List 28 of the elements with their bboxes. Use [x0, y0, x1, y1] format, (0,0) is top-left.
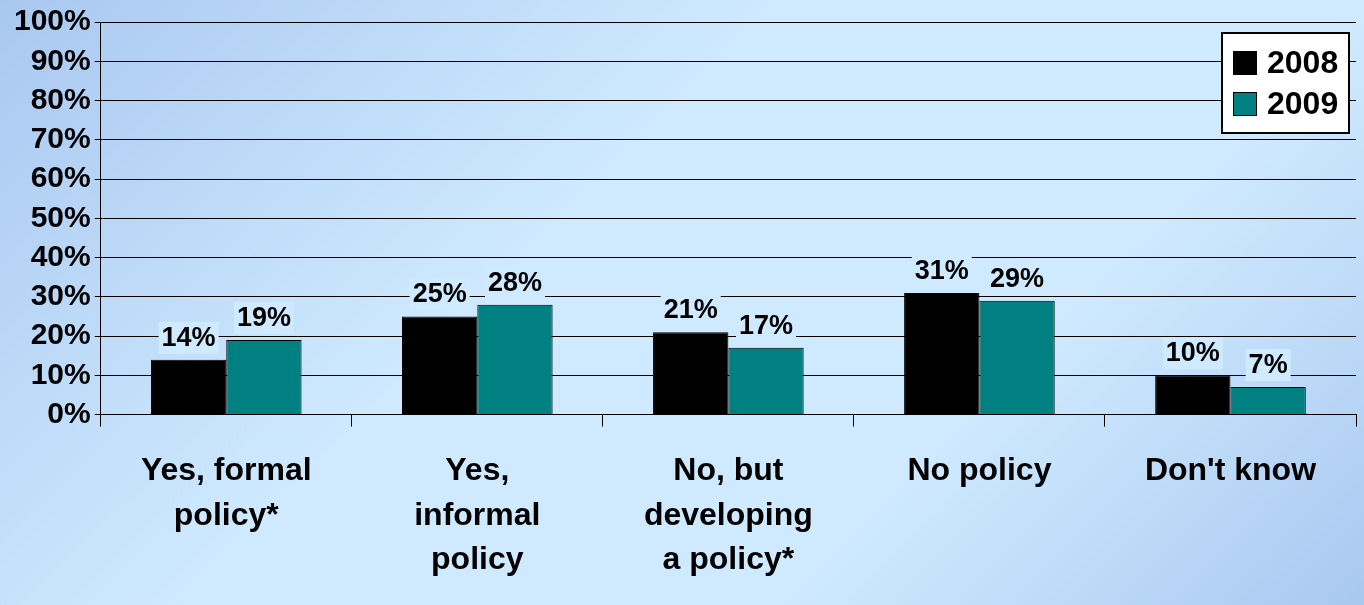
y-tick-label: 90%: [30, 42, 91, 76]
y-tick-label: 80%: [30, 81, 91, 115]
x-tick-label: Yes, informal policy: [414, 450, 541, 577]
text: 19%: [236, 301, 291, 332]
y-tick-label: 60%: [30, 160, 91, 194]
y-tick-label: 50%: [30, 199, 91, 233]
y-tick-label: 100%: [13, 3, 91, 37]
text: 21%: [663, 294, 718, 325]
text: 25%: [412, 278, 467, 309]
y-tick-label: 30%: [30, 278, 91, 312]
x-tick-label: Yes, formal policy*: [140, 450, 312, 532]
legend-label: 2009: [1267, 85, 1339, 122]
text: 31%: [914, 254, 969, 285]
y-tick-label: 20%: [30, 317, 91, 351]
text: 17%: [739, 309, 794, 340]
x-tick-label: No policy: [907, 450, 1052, 487]
y-tick-label: 70%: [30, 121, 91, 155]
x-tick-label: Don't know: [1144, 450, 1317, 487]
legend-label: 2008: [1267, 44, 1339, 81]
y-tick-label: 0%: [47, 395, 91, 429]
text: 28%: [487, 266, 542, 297]
x-tick-label: No, but developing a policy*: [643, 450, 813, 577]
text: 10%: [1165, 337, 1220, 368]
y-tick-label: 10%: [30, 356, 91, 390]
text: 29%: [990, 262, 1045, 293]
text: 7%: [1248, 349, 1288, 380]
y-tick-label: 40%: [30, 238, 91, 272]
text: 14%: [161, 321, 216, 352]
